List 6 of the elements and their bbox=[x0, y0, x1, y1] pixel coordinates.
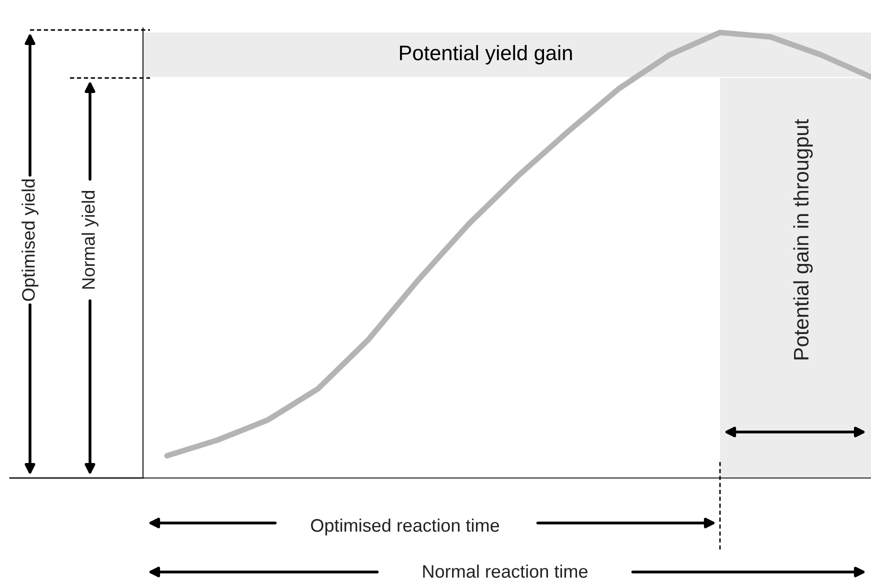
text: Optimised yield bbox=[22, 179, 38, 301]
text: Normal reaction time bbox=[423, 564, 588, 578]
text: Optimised reaction time bbox=[311, 518, 500, 536]
annotation: Potential gain in througput bbox=[793, 119, 813, 360]
band-label: Potential yield gain bbox=[400, 45, 572, 64]
text: Normal yield bbox=[82, 190, 98, 289]
